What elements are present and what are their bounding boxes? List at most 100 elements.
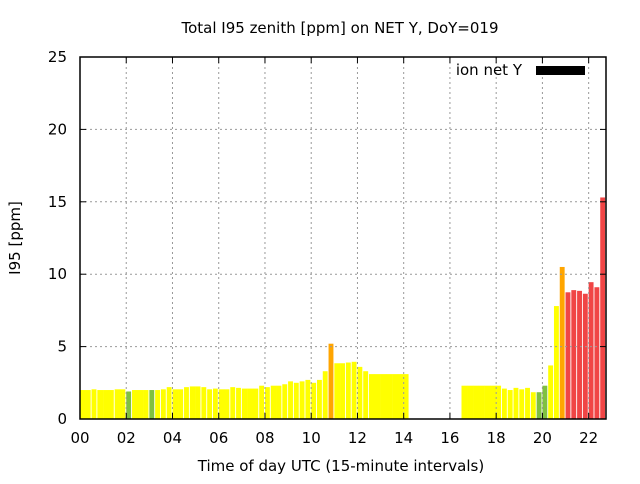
y-axis-label: I95 [ppm] [6, 201, 24, 275]
bar [328, 343, 334, 419]
bar [380, 374, 387, 419]
x-tick-label: 16 [440, 429, 459, 447]
bar [259, 385, 265, 419]
bar [340, 363, 345, 419]
y-tick-label: 10 [48, 265, 67, 283]
bar [276, 385, 282, 419]
bar [230, 387, 236, 419]
y-tick-label: 15 [48, 193, 67, 211]
bar [513, 387, 519, 419]
bar [519, 389, 525, 419]
x-tick-label: 04 [163, 429, 182, 447]
bar [334, 363, 341, 419]
bar [224, 389, 230, 419]
bar [577, 290, 582, 419]
x-tick-label: 18 [487, 429, 506, 447]
bar [588, 282, 594, 419]
bar [143, 390, 149, 419]
plot-frame [79, 56, 607, 420]
bar [530, 392, 536, 419]
legend-swatch [536, 66, 585, 75]
bar [299, 381, 305, 419]
x-tick-label: 02 [117, 429, 136, 447]
bar [282, 384, 288, 419]
x-tick-label: 10 [302, 429, 321, 447]
bar [473, 385, 480, 419]
bar [461, 385, 468, 419]
bar [264, 387, 270, 419]
bar [132, 390, 139, 419]
bar [322, 371, 328, 419]
bar [397, 374, 404, 419]
bar [201, 387, 207, 419]
bar [212, 388, 218, 419]
y-tick-label: 0 [57, 410, 67, 428]
bar [80, 390, 86, 419]
bar [311, 382, 317, 419]
bar [571, 290, 577, 419]
bar [345, 362, 351, 419]
bar [160, 389, 166, 419]
bar [195, 386, 201, 419]
bar [207, 389, 213, 419]
bar [565, 292, 571, 419]
bar [149, 390, 155, 419]
bar [85, 390, 91, 419]
chart-title: Total I95 zenith [ppm] on NET Y, DoY=019 [180, 19, 498, 37]
bar [91, 389, 97, 419]
bar [172, 389, 179, 419]
bar [525, 387, 530, 419]
bar [582, 293, 588, 419]
bar [553, 306, 559, 419]
bar [103, 390, 110, 419]
y-tick-label: 20 [48, 120, 67, 138]
bar [600, 197, 606, 419]
bar [536, 392, 542, 419]
y-tick-label: 5 [57, 338, 67, 356]
bar [316, 379, 322, 419]
x-tick-label: 12 [348, 429, 367, 447]
bar [189, 386, 196, 419]
x-tick-label: 06 [209, 429, 228, 447]
bar [351, 361, 357, 419]
bar [108, 390, 114, 419]
bar [178, 389, 184, 419]
bar [501, 388, 507, 419]
bar [166, 387, 172, 419]
bar [253, 388, 259, 419]
bar [559, 266, 565, 419]
bar [288, 381, 293, 419]
x-axis-label: Time of day UTC (15-minute intervals) [197, 457, 484, 475]
bar [155, 390, 161, 419]
bar [594, 287, 600, 419]
x-tick-label: 08 [255, 429, 274, 447]
bar [236, 387, 241, 419]
bar [120, 389, 126, 419]
bar [293, 382, 299, 419]
bar [270, 385, 277, 419]
bar [126, 391, 132, 419]
bar [363, 371, 369, 419]
bar [374, 374, 381, 419]
bar [137, 390, 144, 419]
bar [247, 388, 254, 419]
bar [97, 390, 104, 419]
bar [484, 385, 491, 419]
bar [114, 389, 121, 419]
legend-label: ion net Y [456, 61, 523, 79]
bar [184, 387, 189, 419]
bar [467, 385, 474, 419]
bar [403, 374, 409, 419]
bar [496, 385, 502, 419]
bar [507, 390, 513, 419]
bar [392, 374, 399, 419]
bar [369, 374, 375, 419]
bar [386, 374, 393, 419]
bar [548, 365, 554, 419]
x-tick-label: 14 [394, 429, 413, 447]
bar [357, 366, 363, 419]
bar [490, 385, 497, 419]
bar [218, 389, 225, 419]
